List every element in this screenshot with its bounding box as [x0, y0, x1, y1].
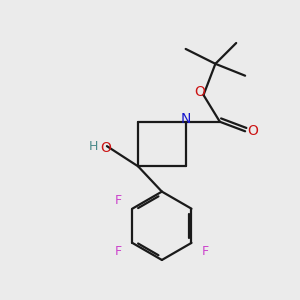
Text: F: F [115, 194, 122, 207]
Text: O: O [247, 124, 258, 138]
Text: N: N [181, 112, 191, 126]
Text: F: F [115, 244, 122, 258]
Text: F: F [202, 244, 209, 258]
Text: O: O [100, 141, 111, 154]
Text: O: O [194, 85, 206, 99]
Text: H: H [89, 140, 98, 153]
